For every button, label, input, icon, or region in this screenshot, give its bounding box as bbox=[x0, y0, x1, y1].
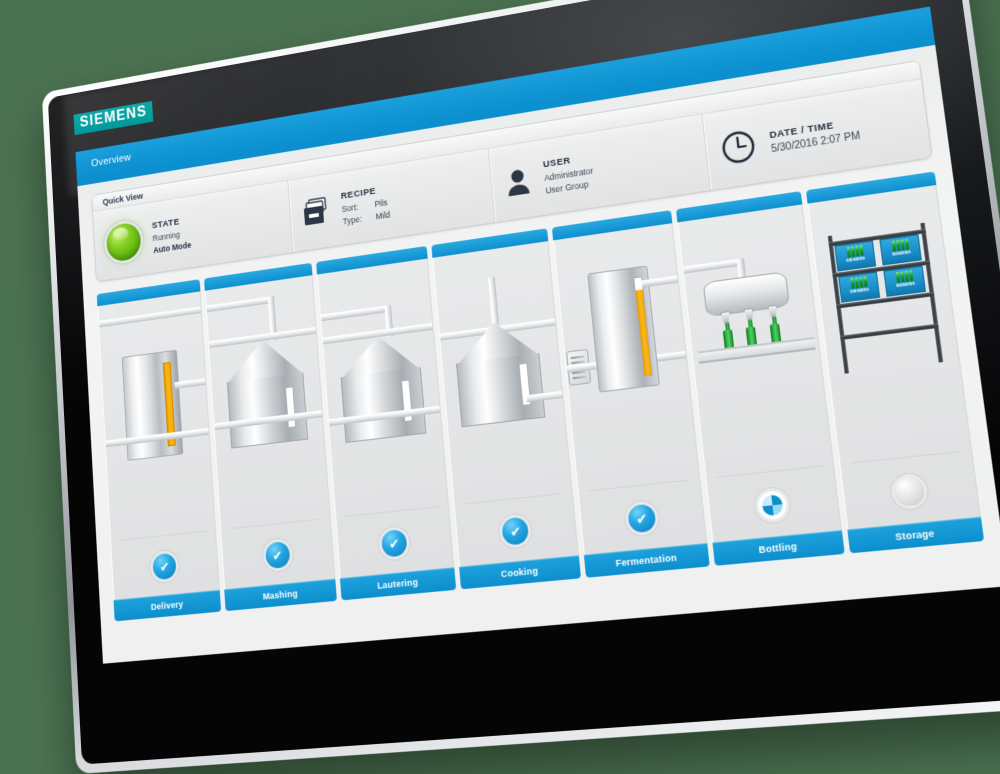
pipe-in-top bbox=[320, 305, 385, 322]
product-label: SIMATIC HMI bbox=[783, 3, 928, 51]
heat-exchanger bbox=[565, 348, 592, 386]
quick-view-datetime-cell[interactable]: DATE / TIME 5/30/2016 2:07 PM bbox=[702, 79, 931, 190]
beer-bottle bbox=[745, 319, 759, 352]
datetime-value: 5/30/2016 2:07 PM bbox=[770, 130, 861, 155]
process-column-bottling[interactable]: Bottling bbox=[676, 191, 845, 566]
user-icon bbox=[504, 165, 532, 198]
tab-overview[interactable]: Overview bbox=[90, 151, 132, 170]
rack-post-left bbox=[827, 235, 849, 374]
clock-icon bbox=[719, 127, 758, 166]
pipe-in bbox=[683, 259, 738, 274]
rack-beam bbox=[832, 260, 930, 278]
lauter-tun bbox=[338, 331, 427, 443]
column-label-cooking[interactable]: Cooking bbox=[459, 555, 581, 590]
filler-nozzle bbox=[767, 305, 778, 318]
level-fill bbox=[635, 288, 653, 376]
quick-view-recipe-cell[interactable]: RECIPE Sort: Pils Type: Mild bbox=[288, 148, 496, 252]
beer-bottle bbox=[769, 316, 782, 349]
mash-tun bbox=[224, 335, 309, 449]
column-graphic-area: ✔ bbox=[97, 291, 221, 600]
crate-brand-label: SIEMENS bbox=[891, 250, 912, 257]
conveyor-belt bbox=[697, 336, 816, 364]
column-graphic-area: ✔ bbox=[552, 223, 708, 555]
status-badge-lautering[interactable]: ✔ bbox=[380, 528, 408, 558]
device-bezel: SIEMENS SIMATIC HMI Overview Quick View bbox=[47, 0, 1000, 765]
pipe-in-top bbox=[207, 296, 269, 313]
equipment-storage: SIEMENS SIEMENS SIEMENS bbox=[808, 185, 980, 529]
pipe-down bbox=[487, 276, 499, 325]
datetime-title: DATE / TIME bbox=[768, 119, 835, 141]
pipe-in bbox=[566, 350, 687, 373]
quick-view-row: STATE Running Auto Mode bbox=[93, 79, 931, 282]
rack-beam bbox=[828, 228, 926, 247]
equipment-bottling bbox=[679, 205, 841, 543]
pipe-out-top bbox=[641, 275, 678, 288]
storage-rack: SIEMENS SIEMENS SIEMENS bbox=[827, 222, 943, 374]
siemens-logo: SIEMENS bbox=[73, 100, 154, 136]
status-led-green bbox=[105, 221, 142, 263]
status-badge-mashing[interactable]: ✔ bbox=[264, 540, 291, 570]
column-label-storage[interactable]: Storage bbox=[846, 516, 985, 554]
bottle-crate: SIEMENS bbox=[883, 265, 927, 297]
column-graphic-area bbox=[677, 204, 842, 543]
recipe-sort-value: Pils bbox=[374, 197, 388, 209]
pipe-out bbox=[526, 390, 563, 403]
equipment-fermentation bbox=[554, 223, 707, 554]
column-graphic-area: ✔ bbox=[316, 258, 455, 579]
crate-brand-label: SIEMENS bbox=[846, 256, 866, 263]
column-header-bar bbox=[551, 210, 673, 241]
filler-head bbox=[702, 271, 791, 318]
fermentation-level-tube bbox=[633, 276, 654, 377]
process-column-cooking[interactable]: ✔ Cooking bbox=[431, 228, 581, 590]
crate-brand-label: SIEMENS bbox=[895, 281, 916, 289]
column-label-bottling[interactable]: Bottling bbox=[712, 530, 845, 566]
rack-beam bbox=[839, 323, 939, 341]
process-column-mashing[interactable]: ✔ Mashing bbox=[204, 262, 337, 612]
rack-post-right bbox=[920, 222, 943, 363]
tank-body bbox=[226, 372, 309, 449]
pipe-top bbox=[99, 306, 202, 328]
hmi-screen: Overview Quick View STATE Runni bbox=[75, 6, 1000, 664]
rack-beam bbox=[835, 291, 935, 309]
process-column-delivery[interactable]: ✔ Delivery bbox=[96, 279, 222, 622]
quick-view-panel: Quick View STATE Running Auto Mode bbox=[91, 59, 933, 283]
filler-nozzle bbox=[721, 311, 732, 323]
tank-body bbox=[340, 367, 427, 443]
bottle-crate: SIEMENS bbox=[879, 234, 923, 266]
screen-body: Quick View STATE Running Auto Mode bbox=[77, 44, 1000, 664]
fermentation-tank bbox=[587, 265, 660, 393]
bottle-crate: SIEMENS bbox=[838, 271, 881, 303]
quick-view-user-cell[interactable]: USER Administrator User Group bbox=[488, 114, 711, 222]
column-label-fermentation[interactable]: Fermentation bbox=[583, 542, 710, 578]
state-mode-text: Auto Mode bbox=[153, 239, 192, 255]
check-icon: ✔ bbox=[152, 552, 177, 581]
bottle-crate: SIEMENS bbox=[834, 240, 877, 272]
column-header-bar bbox=[805, 171, 937, 204]
recipe-type-key: Type: bbox=[342, 213, 363, 226]
crate-brand-label: SIEMENS bbox=[849, 287, 870, 295]
simatic-panel-device: SIEMENS SIMATIC HMI Overview Quick View bbox=[41, 0, 1000, 774]
recipe-type-value: Mild bbox=[375, 209, 391, 221]
column-graphic-area: ✔ bbox=[205, 275, 336, 590]
column-header-bar bbox=[676, 191, 802, 223]
check-icon: ✔ bbox=[380, 528, 408, 558]
pipe-down bbox=[736, 258, 747, 282]
recipe-box-icon bbox=[303, 196, 330, 228]
process-column-storage[interactable]: SIEMENS SIEMENS SIEMENS bbox=[805, 171, 985, 554]
column-graphic-area: SIEMENS SIEMENS SIEMENS bbox=[807, 184, 981, 530]
process-column-fermentation[interactable]: ✔ Fermentation bbox=[551, 210, 710, 578]
pipe-silo-outlet bbox=[174, 378, 206, 389]
beer-bottle bbox=[722, 322, 735, 355]
check-icon: ✔ bbox=[264, 540, 291, 570]
status-badge-delivery[interactable]: ✔ bbox=[152, 552, 177, 581]
wort-kettle bbox=[453, 317, 546, 428]
filler-nozzle bbox=[744, 308, 755, 321]
